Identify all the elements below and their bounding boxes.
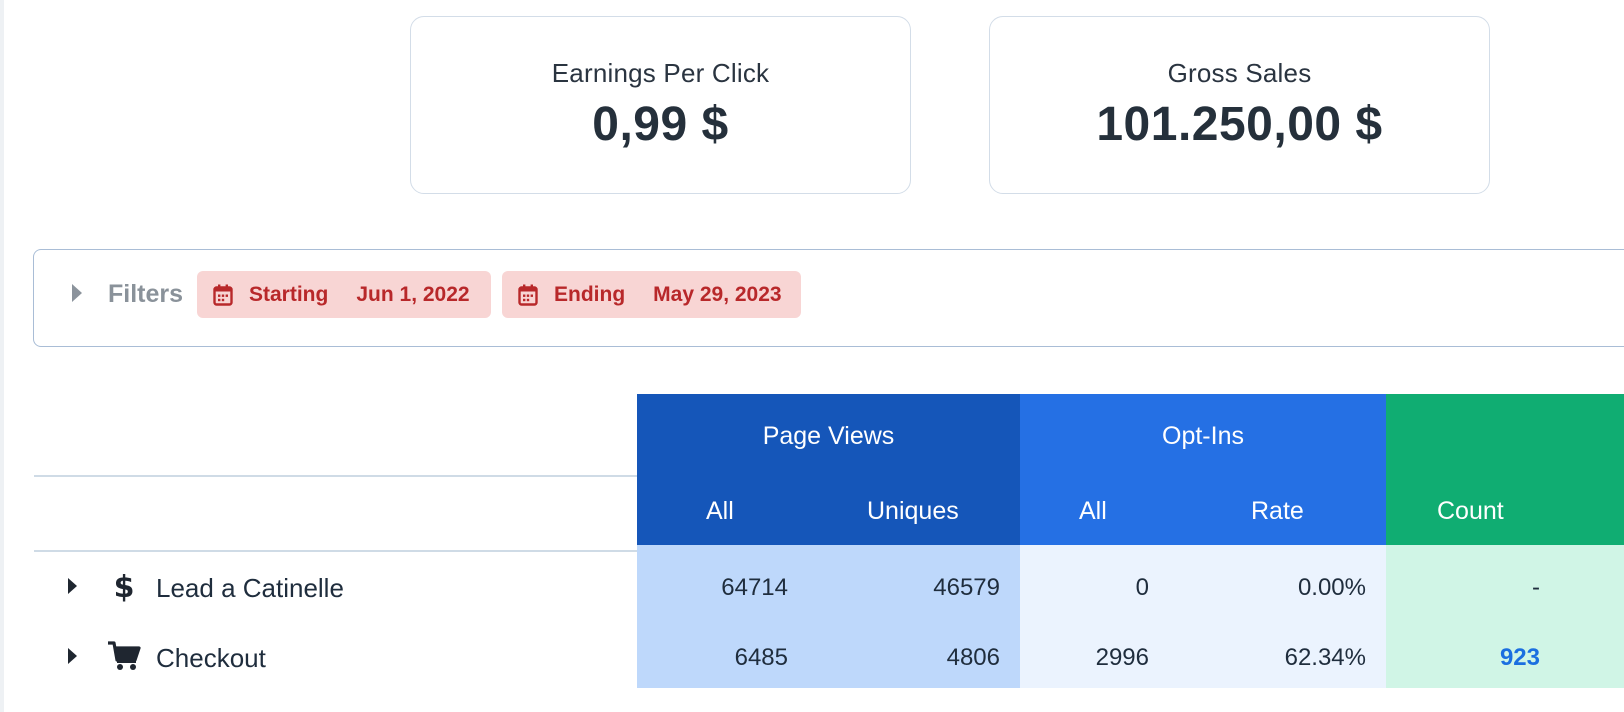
column-header-pv-all[interactable]: All xyxy=(706,497,734,525)
chip-key: Starting xyxy=(249,282,329,306)
column-header-pv-uniques[interactable]: Uniques xyxy=(867,497,959,525)
caret-right-icon[interactable] xyxy=(68,648,77,664)
cell-oi-all: 2996 xyxy=(1095,644,1149,671)
left-rail xyxy=(0,0,4,712)
chip-key: Ending xyxy=(554,282,626,306)
chip-value: Jun 1, 2022 xyxy=(356,282,470,306)
start-date-chip[interactable]: Starting Jun 1, 2022 xyxy=(197,271,491,318)
gross-sales-card: Gross Sales 101.250,00 $ xyxy=(989,16,1490,194)
page-views-column xyxy=(637,545,1020,688)
earnings-per-click-card: Earnings Per Click 0,99 $ xyxy=(410,16,911,194)
header-divider xyxy=(34,475,638,477)
chip-value: May 29, 2023 xyxy=(653,282,782,306)
end-date-chip[interactable]: Ending May 29, 2023 xyxy=(502,271,801,318)
sales-header: Count xyxy=(1386,394,1624,545)
page-views-header: Page Views All Uniques xyxy=(637,394,1020,545)
row-label[interactable]: Lead a Catinelle xyxy=(156,573,344,603)
shopping-cart-icon xyxy=(108,641,141,670)
cell-oi-rate: 0.00% xyxy=(1297,574,1366,601)
opt-ins-column xyxy=(1020,545,1386,688)
dollar-icon: $ xyxy=(114,570,135,602)
row-label[interactable]: Checkout xyxy=(156,643,266,673)
filters-bar: Filters Starting Jun 1, 2022 En xyxy=(33,249,1624,347)
header-divider xyxy=(34,550,638,552)
cell-pv-all: 64714 xyxy=(721,574,788,601)
cell-oi-rate: 62.34% xyxy=(1284,644,1366,671)
card-label: Gross Sales xyxy=(1167,58,1312,88)
column-header-oi-rate[interactable]: Rate xyxy=(1251,497,1304,525)
card-label: Earnings Per Click xyxy=(551,58,770,88)
cell-pv-all: 6485 xyxy=(734,644,788,671)
opt-ins-header: Opt-Ins All Rate xyxy=(1020,394,1386,545)
svg-text:$: $ xyxy=(114,570,135,602)
filters-toggle[interactable]: Filters xyxy=(108,280,184,308)
calendar-icon xyxy=(518,284,538,306)
group-title: Page Views xyxy=(762,422,895,450)
caret-right-icon[interactable] xyxy=(72,284,82,302)
cell-pv-uniques: 4806 xyxy=(946,644,1000,671)
cell-oi-all: 0 xyxy=(1135,574,1149,601)
count-column xyxy=(1386,545,1624,688)
cell-count: - xyxy=(1532,574,1540,601)
caret-right-icon[interactable] xyxy=(68,578,77,594)
column-header-count[interactable]: Count xyxy=(1437,497,1504,525)
card-value: 101.250,00 $ xyxy=(1096,98,1383,151)
cell-pv-uniques: 46579 xyxy=(933,574,1000,601)
card-value: 0,99 $ xyxy=(592,98,729,151)
column-header-oi-all[interactable]: All xyxy=(1079,497,1107,525)
cell-count-link[interactable]: 923 xyxy=(1499,644,1540,671)
calendar-icon xyxy=(213,284,233,306)
group-title: Opt-Ins xyxy=(1162,422,1244,450)
